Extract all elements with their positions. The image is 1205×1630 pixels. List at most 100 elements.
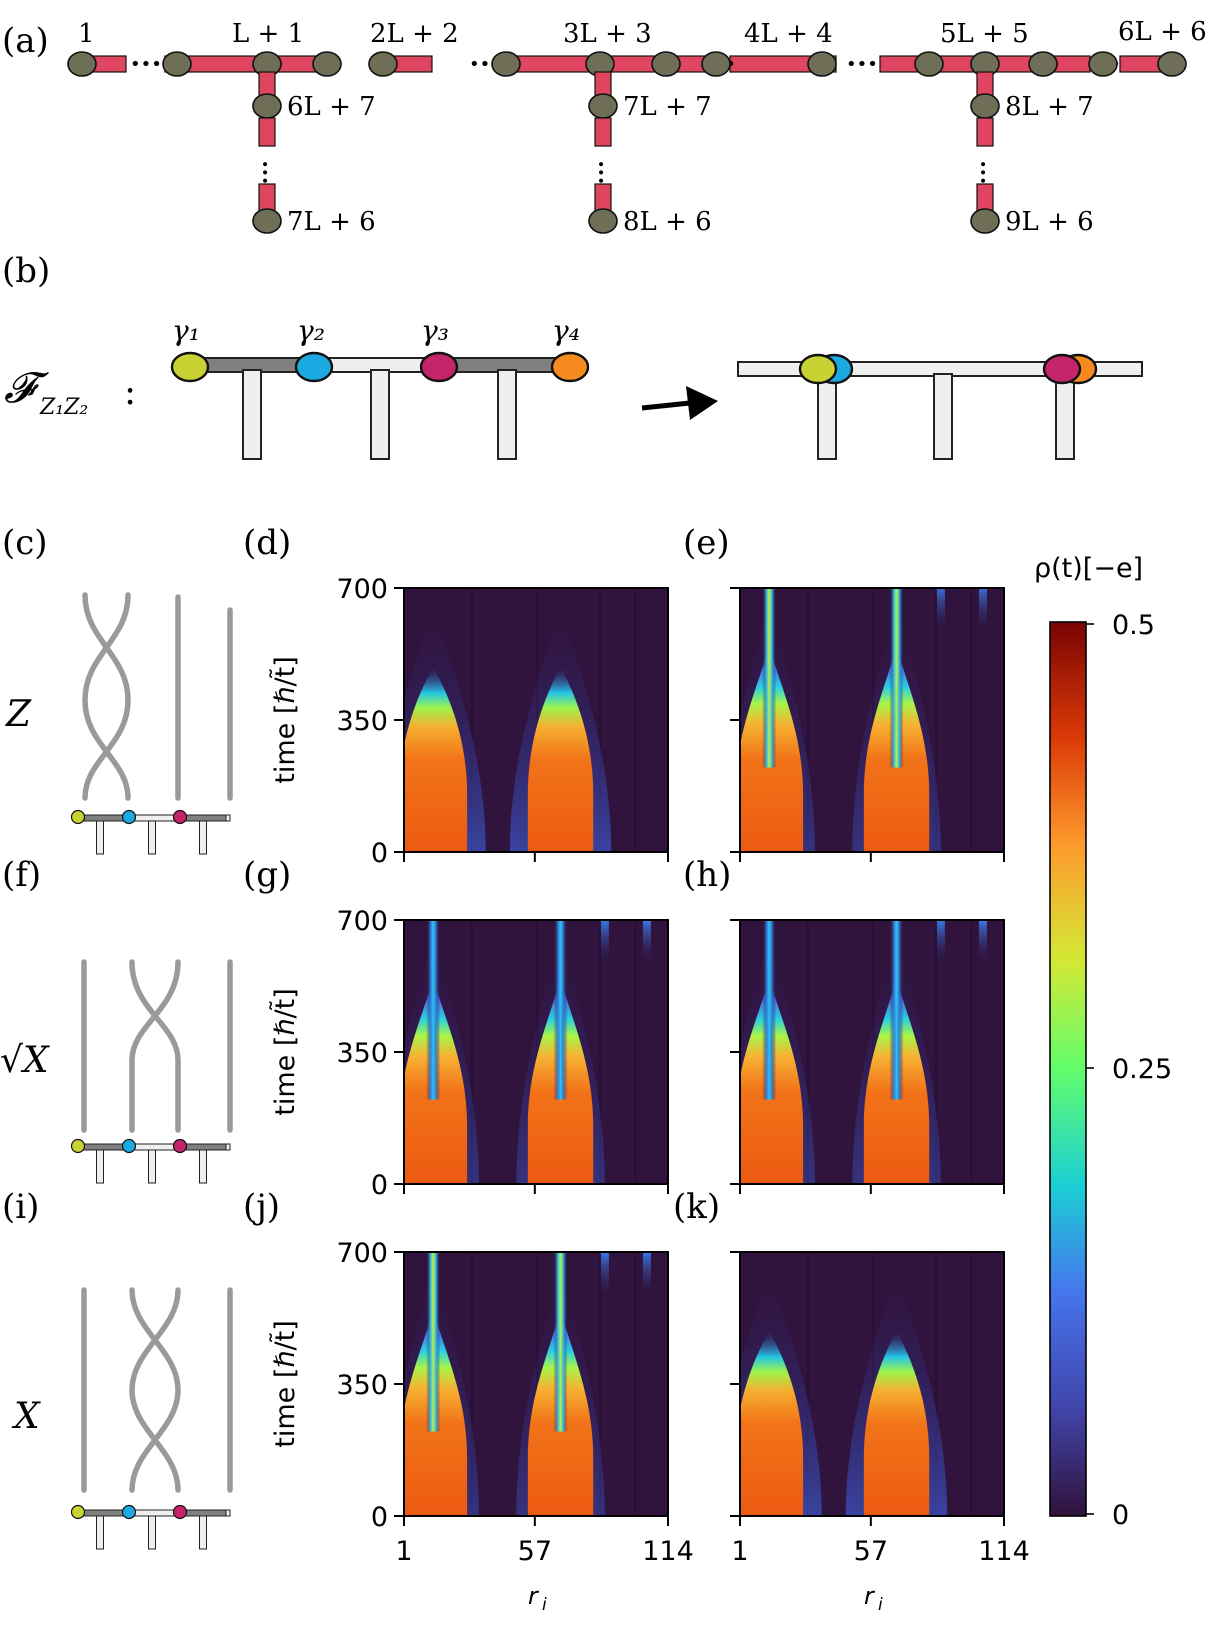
leg-bond <box>976 117 994 147</box>
t-network-before: γ₁ γ₂ γ₃ γ₄ <box>170 314 590 460</box>
mini-majorana <box>121 809 137 825</box>
majorana-gamma4 <box>550 351 590 383</box>
y-tick-label: 700 <box>336 574 388 605</box>
panel-label-c: (c) <box>2 523 48 563</box>
heatmap-body <box>740 1252 1004 1516</box>
gamma1-label: γ₁ <box>172 314 200 347</box>
panel-label-d: (d) <box>243 523 291 563</box>
top-site-label: 1 <box>78 19 95 49</box>
arrow-icon <box>641 386 718 420</box>
faint-edge-stripe <box>642 1252 651 1300</box>
edge-mode-stripe <box>889 588 904 768</box>
mini-majorana <box>172 809 188 825</box>
y-axis-label: time [ℏ/t̃] <box>269 988 301 1115</box>
leg-bond <box>594 183 612 213</box>
faint-edge-stripe <box>642 920 651 968</box>
majorana-gamma3 <box>419 351 459 383</box>
network-leg <box>817 373 837 460</box>
leg-bottom-site-label: 7L + 6 <box>287 207 376 237</box>
panel-label-k: (k) <box>673 1187 720 1227</box>
top-site-label: 4L + 4 <box>744 19 833 49</box>
density-cone <box>527 667 594 852</box>
leg-site <box>588 208 618 234</box>
edge-mode-stripe <box>889 920 904 1100</box>
leg-bond <box>976 183 994 213</box>
leg-top-site-label: 6L + 7 <box>287 92 376 122</box>
x-tick-label: 1 <box>395 1536 412 1567</box>
colorbar-tick-05: 0.5 <box>1112 610 1155 641</box>
top-site-label: 2L + 2 <box>370 19 459 49</box>
mini-leg <box>96 820 104 855</box>
mini-network <box>70 1138 231 1184</box>
top-site-label: 6L + 6 <box>1118 17 1205 47</box>
x-axis-label: r <box>528 1582 540 1610</box>
x-tick-label: 57 <box>854 1536 888 1567</box>
x-tick-label: 114 <box>978 1536 1030 1567</box>
colorbar-title: ρ(t)[−e] <box>1034 553 1143 584</box>
leg-site <box>588 93 618 119</box>
mini-majorana <box>70 1504 86 1520</box>
top-site-label: L + 1 <box>232 19 304 49</box>
mini-leg <box>199 820 207 855</box>
t-junction-chain: ••••••••••••••••••6L + 77L + 6•••7L + 78… <box>67 17 1205 237</box>
heatmap-body <box>404 1252 668 1516</box>
operator-subscript: Z₁Z₂ <box>39 395 88 420</box>
mini-majorana <box>121 1504 137 1520</box>
panel-label-b: (b) <box>2 251 50 291</box>
site <box>491 51 521 77</box>
heatmap-body <box>740 920 1004 1184</box>
colorbar: ρ(t)[−e] 0 0.25 0.5 <box>1034 553 1172 1531</box>
mini-leg <box>96 1515 104 1550</box>
site <box>807 51 837 77</box>
t-network-after <box>737 353 1143 460</box>
leg-ellipsis: ••• <box>256 160 272 185</box>
site <box>1028 51 1058 77</box>
mini-wire-coupled <box>77 1143 129 1151</box>
site <box>914 51 944 77</box>
mini-leg <box>199 1515 207 1550</box>
colorbar-gradient <box>1049 621 1087 1517</box>
y-axis-label: time [ℏ/t̃] <box>269 656 301 783</box>
mini-wire-coupled <box>77 1509 129 1517</box>
mini-leg <box>148 1149 156 1184</box>
network-leg <box>933 373 953 460</box>
faint-edge-stripe <box>978 920 987 968</box>
network-leg <box>242 369 262 460</box>
faint-edge-stripe <box>936 588 945 636</box>
colorbar-tick-025: 0.25 <box>1112 1054 1172 1085</box>
mini-majorana <box>172 1138 188 1154</box>
leg-bond <box>594 117 612 147</box>
density-cone <box>404 667 468 852</box>
faint-edge-stripe <box>978 588 987 636</box>
mini-network <box>70 809 231 855</box>
edge-mode-stripe <box>762 920 777 1100</box>
leg-ellipsis: ••• <box>974 160 990 185</box>
y-tick-label: 700 <box>336 1238 388 1269</box>
heatmap-body <box>740 588 1004 852</box>
majorana-gamma1 <box>798 353 838 385</box>
mini-majorana <box>121 1138 137 1154</box>
gate-label-z: Z <box>5 694 32 735</box>
mini-majorana <box>70 1138 86 1154</box>
y-tick-label: 350 <box>336 706 388 737</box>
mini-leg <box>148 1515 156 1550</box>
gamma2-label: γ₂ <box>297 314 325 347</box>
panel-label-a: (a) <box>2 21 49 61</box>
panel-label-i: (i) <box>2 1187 39 1227</box>
ellipsis: ••• <box>846 54 878 75</box>
mini-networks <box>70 809 231 1550</box>
density-cone <box>863 1331 930 1516</box>
faint-edge-stripe <box>600 1252 609 1300</box>
edge-mode-stripe <box>553 920 568 1100</box>
gate-label-sqrt-x: √X <box>0 1040 50 1081</box>
top-site-label: 5L + 5 <box>940 19 1029 49</box>
site <box>1157 51 1187 77</box>
heatmap-grid: 0 350 700 time [ℏ/t̃] 0 350 700 time [ℏ/t̃] 0 350… <box>269 574 1030 1615</box>
x-tick-label: 57 <box>518 1536 552 1567</box>
edge-mode-stripe <box>762 588 777 768</box>
x-axis-label: r <box>864 1582 876 1610</box>
mini-leg <box>96 1149 104 1184</box>
y-tick-label: 700 <box>336 906 388 937</box>
network-leg <box>370 369 390 460</box>
